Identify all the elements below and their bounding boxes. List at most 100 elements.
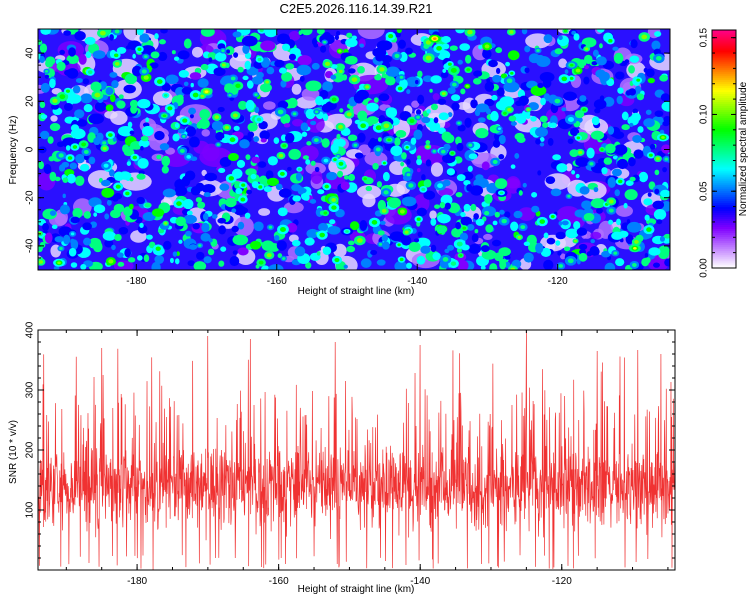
heatmap-blob [354,152,364,159]
colorbar-band [712,95,736,99]
heatmap-blob [129,130,135,135]
heatmap-peak [114,61,120,66]
heatmap-blob [74,30,86,41]
heatmap-blob [593,99,607,110]
heatmap-blob [213,67,226,77]
heatmap-blob [188,107,197,115]
heatmap-blob [372,47,387,58]
colorbar-band [712,222,736,225]
heatmap-blob [280,113,291,125]
heatmap-blob [246,80,254,89]
heatmap-blob [663,233,670,239]
heatmap-blob [183,81,189,87]
heatmap-blob [531,205,540,213]
colorbar-band [712,33,736,37]
colorbar-band [712,109,736,112]
heatmap-blob [601,250,611,258]
heatmap-peak [363,177,367,181]
heatmap-blob [245,99,255,111]
heatmap-blob [631,112,641,122]
heatmap-blob [278,188,292,198]
heatmap-blob [415,109,422,116]
heatmap-blob [537,170,542,176]
heatmap-peak [115,184,121,189]
heatmap-blob [203,256,212,264]
heatmap-blob [176,251,180,257]
heatmap-blob [468,153,478,160]
colorbar-band [712,143,736,146]
heatmap-peak [67,156,73,160]
heatmap-peak [277,109,284,115]
heatmap-blob [348,173,356,182]
heatmap-peak [282,144,287,148]
heatmap-blob [130,79,135,85]
heatmap-blob [161,155,171,167]
heatmap-peak [375,125,382,131]
colorbar-band [712,230,736,233]
heatmap-blob [441,131,452,142]
heatmap-blob [608,219,614,225]
heatmap-trough [356,185,382,200]
heatmap-blob [437,213,451,224]
heatmap-blob [576,227,588,236]
heatmap-blob [598,71,610,82]
heatmap-blob [575,173,580,179]
heatmap-blob [643,198,653,206]
heatmap-blob [496,87,505,97]
heatmap-blob [305,80,322,92]
heatmap-blob [195,182,205,192]
heatmap-blob [63,30,72,36]
heatmap-blob [481,161,490,171]
heatmap-blob [178,239,183,244]
heatmap-blob [398,39,406,49]
heatmap-blob [285,132,295,144]
heatmap-peak [59,94,66,100]
heatmap-blob [535,127,548,138]
colorbar-tick-label: 0.15 [699,28,710,48]
heatmap-blob [661,101,670,112]
heatmap-x-tick-label: -180 [126,276,146,287]
heatmap-trough [288,30,301,41]
heatmap-blob [154,130,165,141]
heatmap-peak [578,150,583,155]
heatmap-blob [641,257,650,267]
snr-line [38,330,675,570]
heatmap-peak [576,136,581,140]
heatmap-trough [559,253,566,260]
heatmap-blob [426,109,431,114]
colorbar-band [712,188,736,192]
heatmap-blob [447,112,453,118]
colorbar: 0.00 0.05 0.10 0.15 Normalized spectral amp… [699,28,749,278]
heatmap-blob [539,115,548,123]
heatmap-blob [343,264,348,269]
heatmap-blob [242,44,250,55]
heatmap-blob [554,48,563,55]
heatmap-peak [608,208,614,213]
heatmap-blob [605,143,616,154]
heatmap-blob [43,164,52,175]
heatmap-blob [326,171,338,181]
colorbar-band [712,202,736,206]
colorbar-band [712,254,736,257]
heatmap-blob [494,211,500,218]
heatmap-blob [80,93,93,104]
heatmap-blob [616,218,621,226]
heatmap-blob [378,93,390,102]
heatmap-blob [113,171,124,181]
heatmap-blob [444,202,451,210]
heatmap-blob [459,232,469,241]
heatmap-blob [288,148,302,160]
colorbar-band [712,57,736,61]
heatmap-blob [88,156,96,165]
heatmap-blob [345,38,358,48]
heatmap-peak [450,151,455,155]
heatmap-blob [47,136,54,144]
heatmap-blob [480,265,486,270]
heatmap-blob [492,74,502,83]
heatmap-blob [237,66,244,73]
heatmap-peak [462,226,467,230]
heatmap-blob [644,214,650,221]
heatmap-blob [341,74,348,81]
heatmap-peak [192,92,199,98]
heatmap-blob [480,245,490,253]
